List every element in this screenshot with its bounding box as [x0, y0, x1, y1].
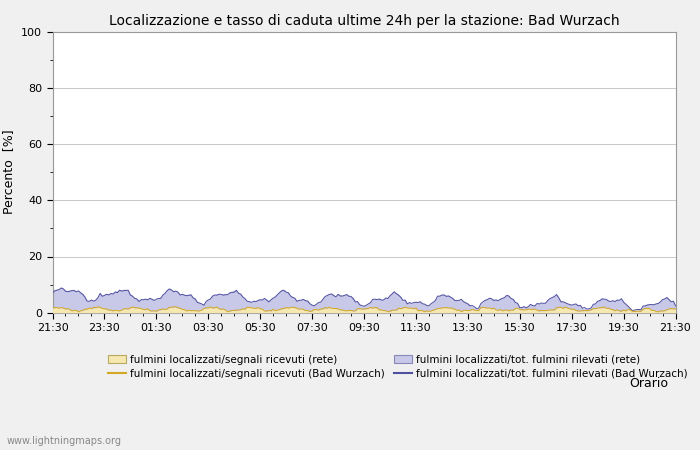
Title: Localizzazione e tasso di caduta ultime 24h per la stazione: Bad Wurzach: Localizzazione e tasso di caduta ultime … [108, 14, 620, 27]
Y-axis label: Percento  [%]: Percento [%] [3, 130, 15, 215]
Legend: fulmini localizzati/segnali ricevuti (rete), fulmini localizzati/segnali ricevut: fulmini localizzati/segnali ricevuti (re… [108, 355, 688, 379]
Text: www.lightningmaps.org: www.lightningmaps.org [7, 436, 122, 446]
Text: Orario: Orario [629, 377, 668, 390]
